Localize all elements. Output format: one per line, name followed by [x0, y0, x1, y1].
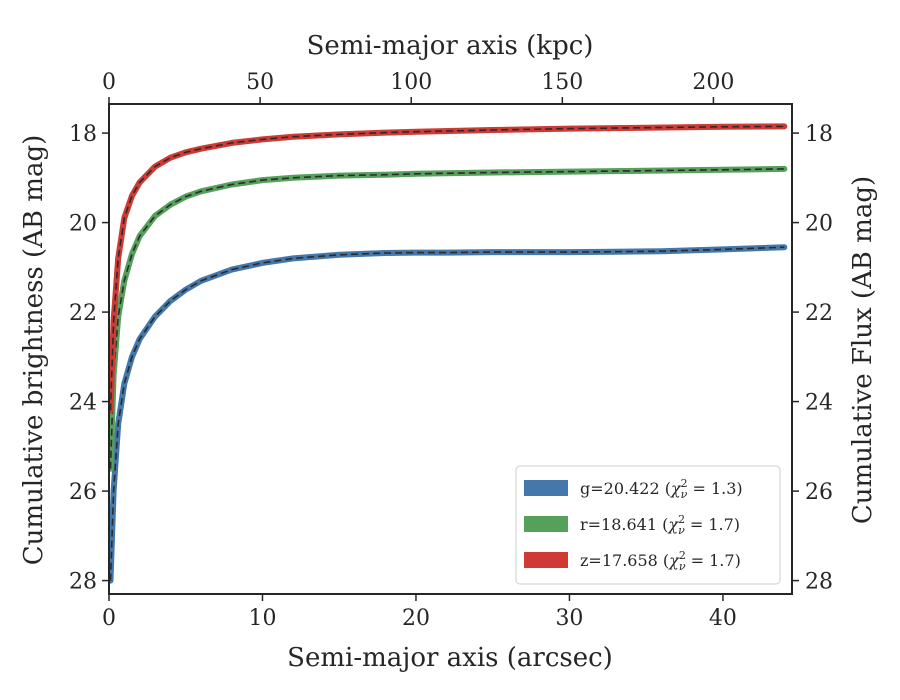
- x-tick-label-3: 30: [555, 606, 583, 631]
- legend-label-2: z=17.658 (χ2 ν = 1.7): [580, 549, 741, 573]
- y-right-tick-label-5: 28: [805, 570, 833, 595]
- y-tick-label-3: 24: [69, 391, 97, 416]
- x-top-tick-label-4: 200: [692, 70, 734, 95]
- y-tick-label-5: 28: [69, 570, 97, 595]
- x-top-tick-label-2: 100: [390, 70, 432, 95]
- y-tick-label-1: 20: [69, 212, 97, 237]
- x-top-tick-label-3: 150: [541, 70, 583, 95]
- x-axis-title: Semi-major axis (arcsec): [287, 643, 613, 673]
- plot-frame: [108, 103, 793, 595]
- x-tick-label-2: 20: [402, 606, 430, 631]
- x-tick-label-0: 0: [102, 606, 116, 631]
- series-model-line-0: [109, 246, 785, 581]
- legend-swatch-0: [524, 480, 568, 496]
- series-line-1: [109, 165, 788, 472]
- legend-label-0: g=20.422 (χ2 ν = 1.3): [580, 477, 743, 501]
- y-tick-label-2: 22: [69, 301, 97, 326]
- legend-label-1: r=18.641 (χ2 ν = 1.7): [580, 513, 740, 537]
- y-right-tick-label-3: 24: [805, 391, 833, 416]
- x-tick-label-4: 40: [709, 606, 737, 631]
- x-top-axis-title: Semi-major axis (kpc): [307, 31, 594, 61]
- legend-swatch-2: [524, 552, 568, 568]
- x-top-tick-label-0: 0: [102, 70, 116, 95]
- series-model-line-2: [109, 125, 785, 411]
- y-right-tick-label-1: 20: [805, 212, 833, 237]
- x-tick-label-1: 10: [248, 606, 276, 631]
- series-model-line-1: [109, 168, 785, 469]
- y-right-tick-label-2: 22: [805, 301, 833, 326]
- x-top-tick-label-1: 50: [246, 70, 274, 95]
- y-axis-title: Cumulative brightness (AB mag): [19, 135, 49, 566]
- legend-box: [515, 465, 781, 585]
- y-right-tick-label-0: 18: [805, 122, 833, 147]
- legend: g=20.422 (χ2 ν = 1.3) r=18.641 (χ2 ν = 1.7)…: [515, 465, 781, 585]
- legend-swatch-1: [524, 516, 568, 532]
- y-tick-label-4: 26: [69, 480, 97, 505]
- y-right-tick-label-4: 26: [805, 480, 833, 505]
- y-tick-label-0: 18: [69, 122, 97, 147]
- y-right-axis-title: Cumulative Flux (AB mag): [848, 176, 878, 524]
